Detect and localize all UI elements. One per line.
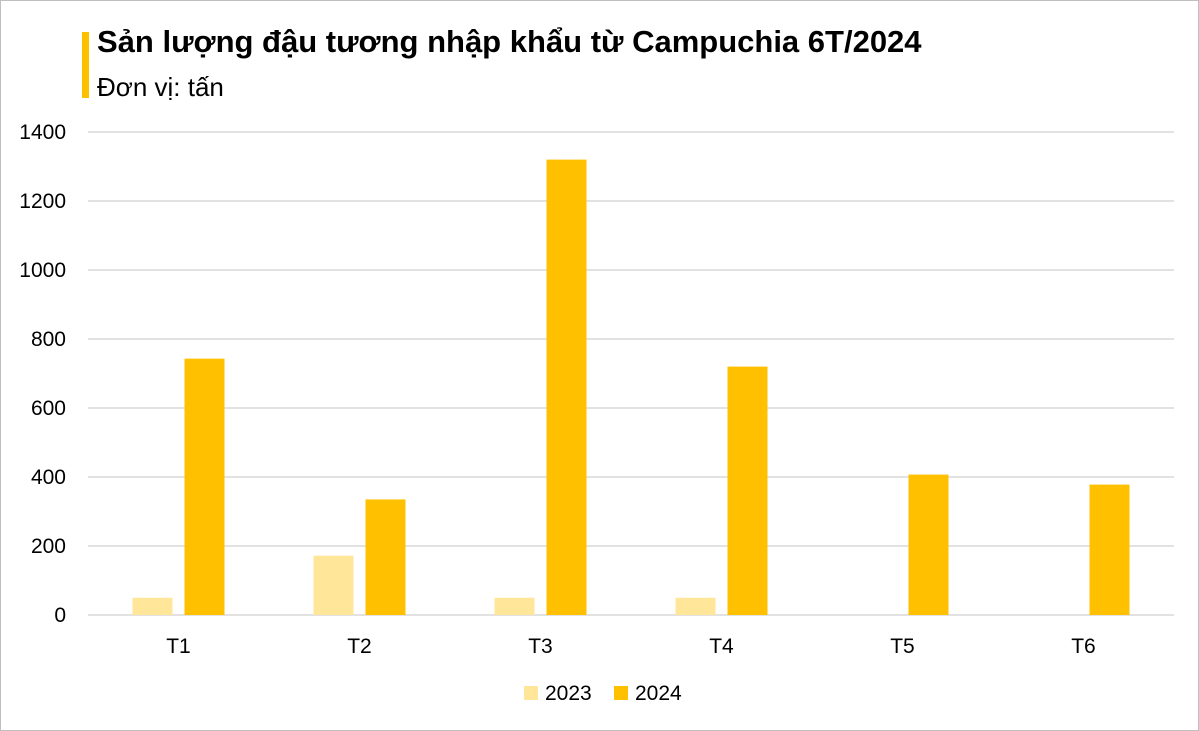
x-tick-label: T5 bbox=[890, 635, 915, 658]
bar-2024-T6 bbox=[1089, 484, 1130, 615]
bar-2024-T2 bbox=[365, 499, 406, 615]
y-tick-label: 1000 bbox=[19, 259, 66, 282]
y-tick-label: 400 bbox=[31, 466, 66, 489]
y-tick-label: 600 bbox=[31, 397, 66, 420]
title-accent-bar bbox=[82, 32, 89, 98]
y-axis-ticks: 0 200 400 600 800 1000 1200 1400 bbox=[19, 121, 66, 627]
x-tick-label: T6 bbox=[1071, 635, 1096, 658]
y-tick-label: 200 bbox=[31, 535, 66, 558]
x-tick-label: T4 bbox=[709, 635, 734, 658]
y-tick-label: 1400 bbox=[19, 121, 66, 144]
x-tick-label: T2 bbox=[347, 635, 372, 658]
x-tick-label: T3 bbox=[528, 635, 553, 658]
bars bbox=[132, 159, 1130, 615]
bar-2024-T1 bbox=[184, 358, 225, 615]
bar-2024-T3 bbox=[546, 159, 587, 615]
gridlines bbox=[88, 131, 1174, 616]
y-tick-label: 800 bbox=[31, 328, 66, 351]
legend-swatch-2023 bbox=[524, 686, 538, 700]
bar-2023-T4 bbox=[675, 597, 716, 615]
chart-title: Sản lượng đậu tương nhập khẩu từ Campuch… bbox=[97, 24, 922, 59]
legend: 2023 2024 bbox=[524, 682, 682, 705]
legend-label: 2023 bbox=[545, 682, 592, 705]
bar-2023-T3 bbox=[494, 597, 535, 615]
x-tick-label: T1 bbox=[166, 635, 191, 658]
bar-2024-T4 bbox=[727, 366, 768, 615]
bar-2024-T5 bbox=[908, 474, 949, 615]
legend-swatch-2024 bbox=[614, 686, 628, 700]
y-tick-label: 0 bbox=[54, 604, 66, 627]
chart-subtitle: Đơn vị: tấn bbox=[97, 72, 224, 102]
x-axis-ticks: T1 T2 T3 T4 T5 T6 bbox=[166, 635, 1096, 658]
y-tick-label: 1200 bbox=[19, 190, 66, 213]
legend-label: 2024 bbox=[635, 682, 682, 705]
bar-2023-T1 bbox=[132, 597, 173, 615]
bar-2023-T2 bbox=[313, 555, 354, 615]
